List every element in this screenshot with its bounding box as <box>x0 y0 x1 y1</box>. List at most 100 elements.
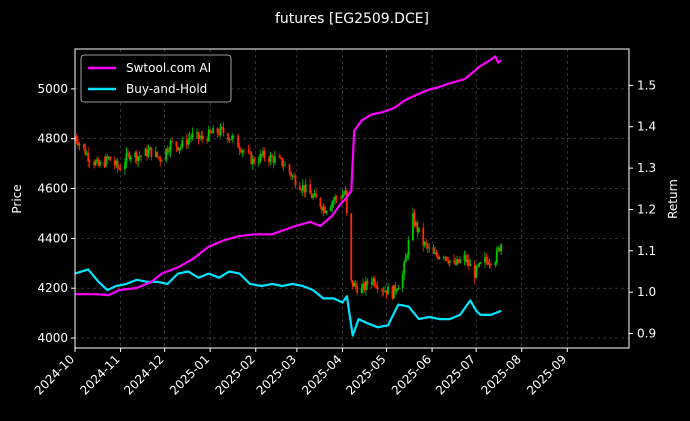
candle-body <box>175 141 178 147</box>
candle-body <box>362 283 364 289</box>
candle-body <box>397 287 400 290</box>
candle-body <box>351 280 354 287</box>
candle-body <box>94 161 97 166</box>
candle-body <box>426 244 429 249</box>
candle-body <box>463 255 466 260</box>
y-right-tick-label: 1.2 <box>637 202 656 216</box>
line-series <box>74 55 502 337</box>
candle-body <box>129 157 132 159</box>
candle-body <box>199 137 201 139</box>
candle-body <box>241 150 244 153</box>
candle-body <box>179 146 182 149</box>
candle-body <box>253 158 256 163</box>
legend: Swtool.com AI Buy-and-Hold <box>80 54 232 103</box>
candle-body <box>438 257 441 259</box>
candle-body <box>135 152 138 161</box>
candle-body <box>169 141 172 152</box>
candle-body <box>200 135 203 138</box>
candle-body <box>395 289 398 292</box>
legend-label-benchmark: Buy-and-Hold <box>126 82 207 96</box>
candle-body <box>146 148 148 157</box>
candle-body <box>144 148 147 156</box>
candle-body <box>284 164 287 166</box>
candle-body <box>229 139 232 141</box>
candle-body <box>87 153 90 162</box>
candle-body <box>435 252 438 256</box>
candle-body <box>243 150 245 152</box>
candle-body <box>453 260 456 262</box>
candle-body <box>488 263 491 265</box>
candle-body <box>269 155 272 162</box>
candle-body <box>417 227 420 232</box>
y-right-tick-label: 1.5 <box>637 78 656 92</box>
y-right-tick-label: 1.3 <box>637 161 656 175</box>
candle-body <box>125 152 128 163</box>
candle-body <box>231 135 234 140</box>
y-left-tick-label: 4800 <box>37 132 68 146</box>
candle-body <box>85 153 88 155</box>
candle-body <box>335 196 338 199</box>
candle-body <box>178 148 181 151</box>
candle-body <box>134 152 137 158</box>
candle-body <box>181 140 184 147</box>
candle-body <box>315 193 317 198</box>
candle-body <box>147 150 150 157</box>
candle-body <box>392 285 395 299</box>
candle-body <box>360 288 363 293</box>
candle-body <box>353 282 356 287</box>
plot-area-frame <box>74 48 630 349</box>
candle-body <box>325 211 328 214</box>
candle-body <box>294 176 297 186</box>
candle-body <box>381 289 384 292</box>
y-left-tick-label: 4400 <box>37 231 68 245</box>
candle-body <box>84 147 87 155</box>
y-axis-left: 4000 4200 4400 4600 4800 5000 <box>37 82 75 345</box>
candle-body <box>312 195 314 198</box>
candle-body <box>385 290 388 295</box>
candle-body <box>228 139 231 141</box>
candle-body <box>413 213 416 226</box>
candle-body <box>354 282 357 287</box>
candle-body <box>313 193 316 196</box>
candle-body <box>278 156 281 158</box>
candle-body <box>469 264 472 266</box>
candle-body <box>159 157 162 162</box>
candle-body <box>350 213 353 281</box>
candle-body <box>127 152 129 154</box>
candle-body <box>407 240 410 256</box>
candle-body <box>372 278 375 282</box>
candle-body <box>250 152 253 164</box>
candle-body <box>240 149 242 153</box>
candle-body <box>300 189 303 191</box>
candle-body <box>238 147 241 150</box>
candle-body <box>157 156 160 158</box>
candle-body <box>268 158 270 162</box>
candle-body <box>207 129 210 141</box>
candle-body <box>425 242 428 245</box>
candle-body <box>222 127 225 134</box>
candle-body <box>259 154 262 163</box>
candle-body <box>219 127 222 135</box>
candle-body <box>77 141 79 146</box>
candle-body <box>500 244 503 252</box>
candle-body <box>464 255 467 263</box>
candle-body <box>340 198 342 199</box>
candle-body <box>366 280 369 285</box>
candle-body <box>279 157 282 159</box>
candle-body <box>119 169 122 170</box>
candle-body <box>107 156 110 159</box>
candle-body <box>206 138 209 141</box>
candle-body <box>196 132 198 134</box>
y-right-tick-label: 1.0 <box>637 285 656 299</box>
y-right-tick-label: 0.9 <box>637 327 656 341</box>
candle-body <box>176 146 179 151</box>
candle-body <box>154 151 157 157</box>
candle-body <box>293 175 295 177</box>
y-right-tick-label: 1.4 <box>637 120 656 134</box>
candle-body <box>124 162 126 170</box>
candle-body <box>221 127 223 128</box>
candle-body <box>394 285 397 292</box>
candle-body <box>331 202 334 208</box>
candle-body <box>138 156 141 158</box>
